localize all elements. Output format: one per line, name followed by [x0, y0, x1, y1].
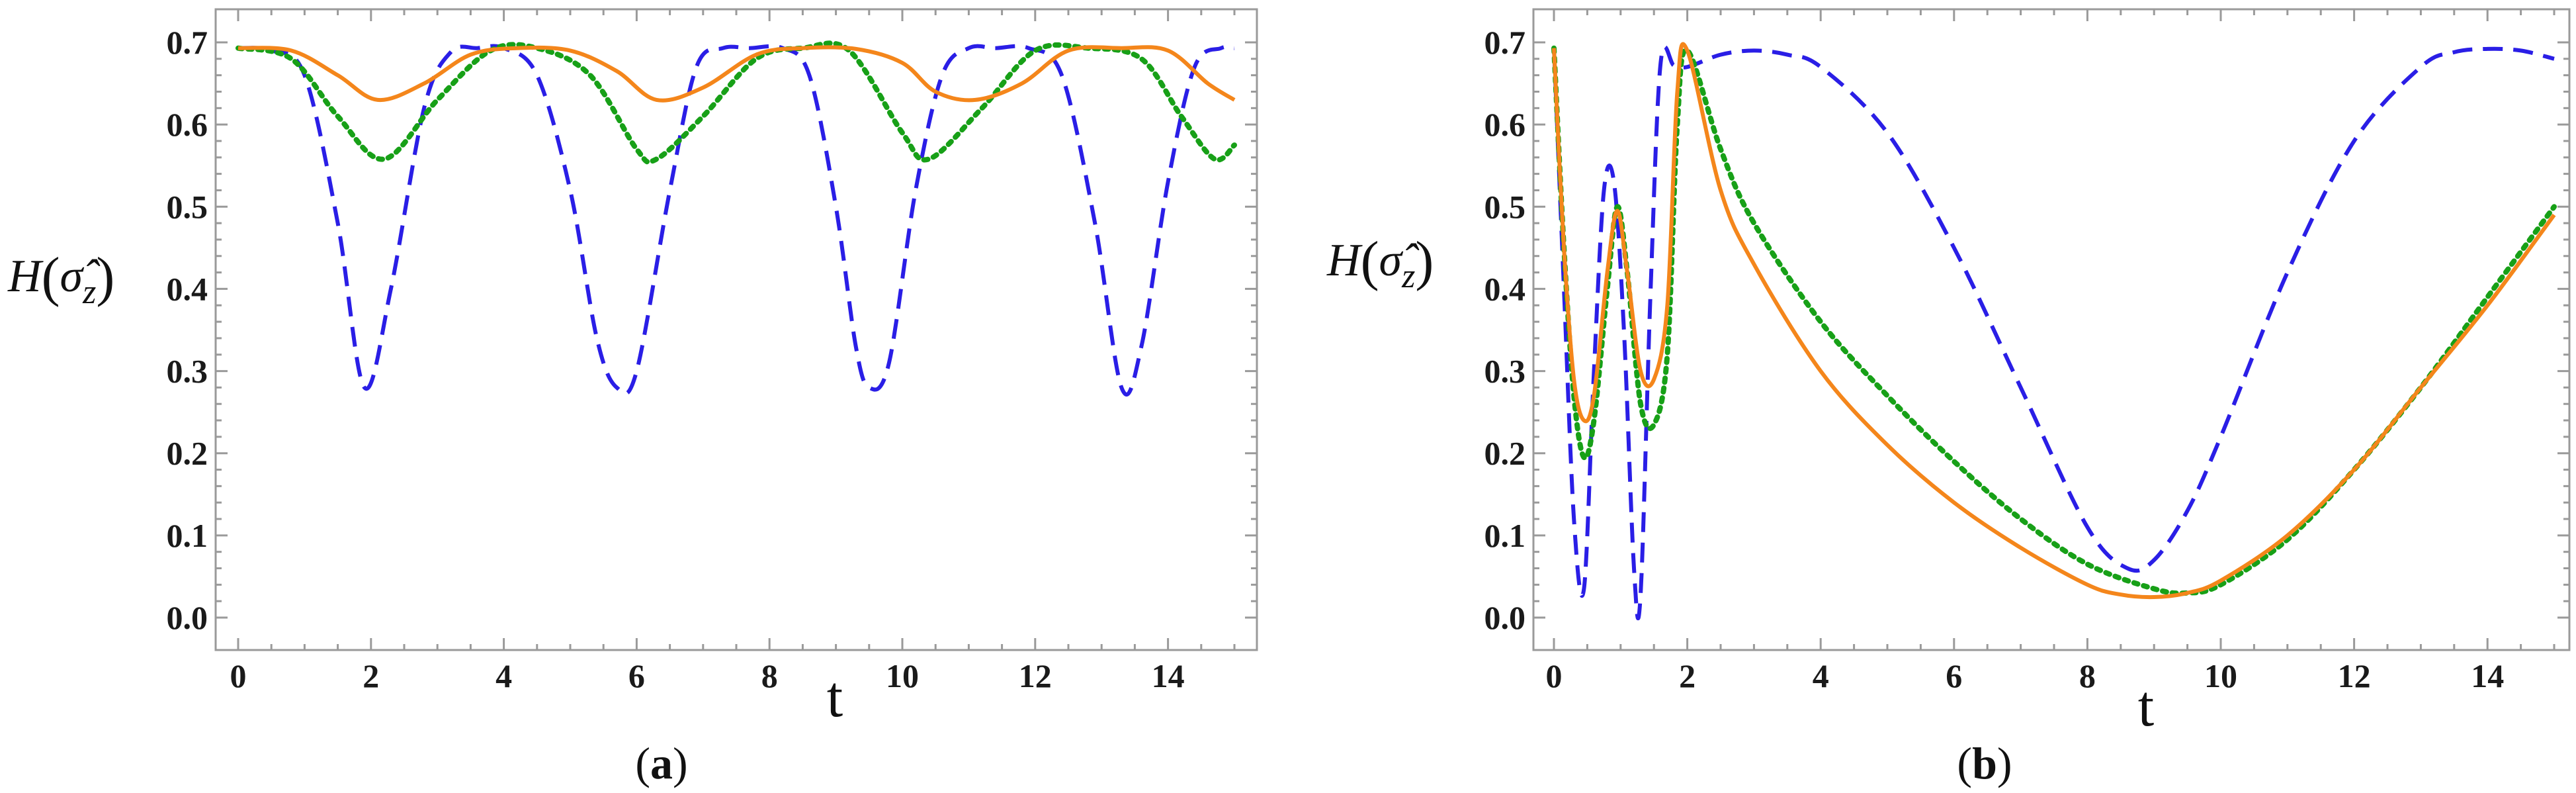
x-tick-label: 8: [761, 657, 778, 694]
panel-a-caption-letter: a: [650, 738, 673, 788]
x-tick-label: 6: [1946, 657, 1962, 694]
panel-b-tick-labels: 0 2 4 6 8 10 12 14 0.0 0.1 0.2 0.3 0.4 0.5 0.6 0.7: [1484, 24, 2505, 694]
panel-b-caption-letter: b: [1972, 738, 1997, 788]
x-tick-label: 8: [2079, 657, 2096, 694]
panel-a-ylabel: H(σ̂z): [7, 246, 114, 311]
y-tick-label: 0.6: [167, 106, 208, 143]
x-tick-label: 12: [2338, 657, 2371, 694]
x-tick-label: 2: [363, 657, 379, 694]
x-tick-label: 2: [1679, 657, 1696, 694]
panel-a-xlabel: t: [827, 665, 843, 729]
x-tick-label: 0: [1546, 657, 1563, 694]
y-tick-label: 0.1: [167, 517, 208, 554]
panel-b-caption: (b): [1957, 738, 2012, 788]
panel-a-tick-labels: 0 2 4 6 8 10 12 14 0.0 0.1 0.2 0.3 0.4 0.5 0.6 0.7: [167, 24, 1185, 694]
x-tick-label: 6: [628, 657, 645, 694]
panel-b-ylabel-main: H: [1326, 235, 1363, 286]
panel-b-frame: [1532, 8, 2571, 651]
panel-b-xlabel: t: [2138, 675, 2154, 739]
panel-a-ylabel-sub: z: [82, 273, 96, 311]
series-line-dashed-blue: [237, 44, 1235, 397]
x-tick-label: 10: [886, 657, 919, 694]
y-tick-label: 0.0: [167, 599, 208, 636]
panel-a-ticks: [216, 9, 1257, 650]
panel-b-series: [1551, 42, 2557, 621]
panel-b-ylabel-sub: z: [1401, 257, 1415, 295]
y-tick-label: 0.1: [1484, 517, 1526, 554]
y-tick-label: 0.3: [167, 353, 208, 390]
series-line-dashed-blue: [1552, 44, 2555, 621]
panel-b-ylabel: H(σ̂z): [1326, 230, 1434, 295]
y-tick-label: 0.6: [1484, 106, 1526, 143]
panel-a: 0 2 4 6 8 10 12 14 0.0 0.1 0.2 0.3 0.4 0.5 0.6 0.7 H(σ̂…: [7, 8, 1258, 788]
x-tick-label: 4: [495, 657, 512, 694]
x-tick-label: 10: [2204, 657, 2237, 694]
y-tick-label: 0.4: [1484, 270, 1526, 307]
y-tick-label: 0.7: [1484, 24, 1526, 61]
panel-a-series: [236, 40, 1237, 397]
y-tick-label: 0.5: [167, 188, 208, 225]
series-line-solid-orange: [237, 45, 1236, 103]
x-tick-label: 14: [1152, 657, 1185, 694]
panel-b: 0 2 4 6 8 10 12 14 0.0 0.1 0.2 0.3 0.4 0.5 0.6 0.7 H(σ̂…: [1326, 8, 2571, 788]
x-tick-label: 14: [2471, 657, 2504, 694]
series-line-dotted-green: [1551, 45, 2557, 596]
y-tick-label: 0.7: [167, 24, 208, 61]
x-tick-label: 12: [1019, 657, 1052, 694]
y-tick-label: 0.0: [1484, 599, 1526, 636]
x-tick-label: 0: [230, 657, 247, 694]
panel-a-ylabel-main: H: [7, 251, 44, 302]
y-tick-label: 0.2: [1484, 435, 1526, 472]
y-tick-label: 0.3: [1484, 353, 1526, 390]
y-tick-label: 0.4: [167, 270, 208, 307]
panel-a-caption: (a): [635, 738, 687, 788]
panel-b-ticks: [1533, 9, 2569, 650]
y-tick-label: 0.2: [167, 435, 208, 472]
series-line-solid-orange: [1552, 42, 2556, 600]
y-tick-label: 0.5: [1484, 188, 1526, 225]
x-tick-label: 4: [1813, 657, 1829, 694]
